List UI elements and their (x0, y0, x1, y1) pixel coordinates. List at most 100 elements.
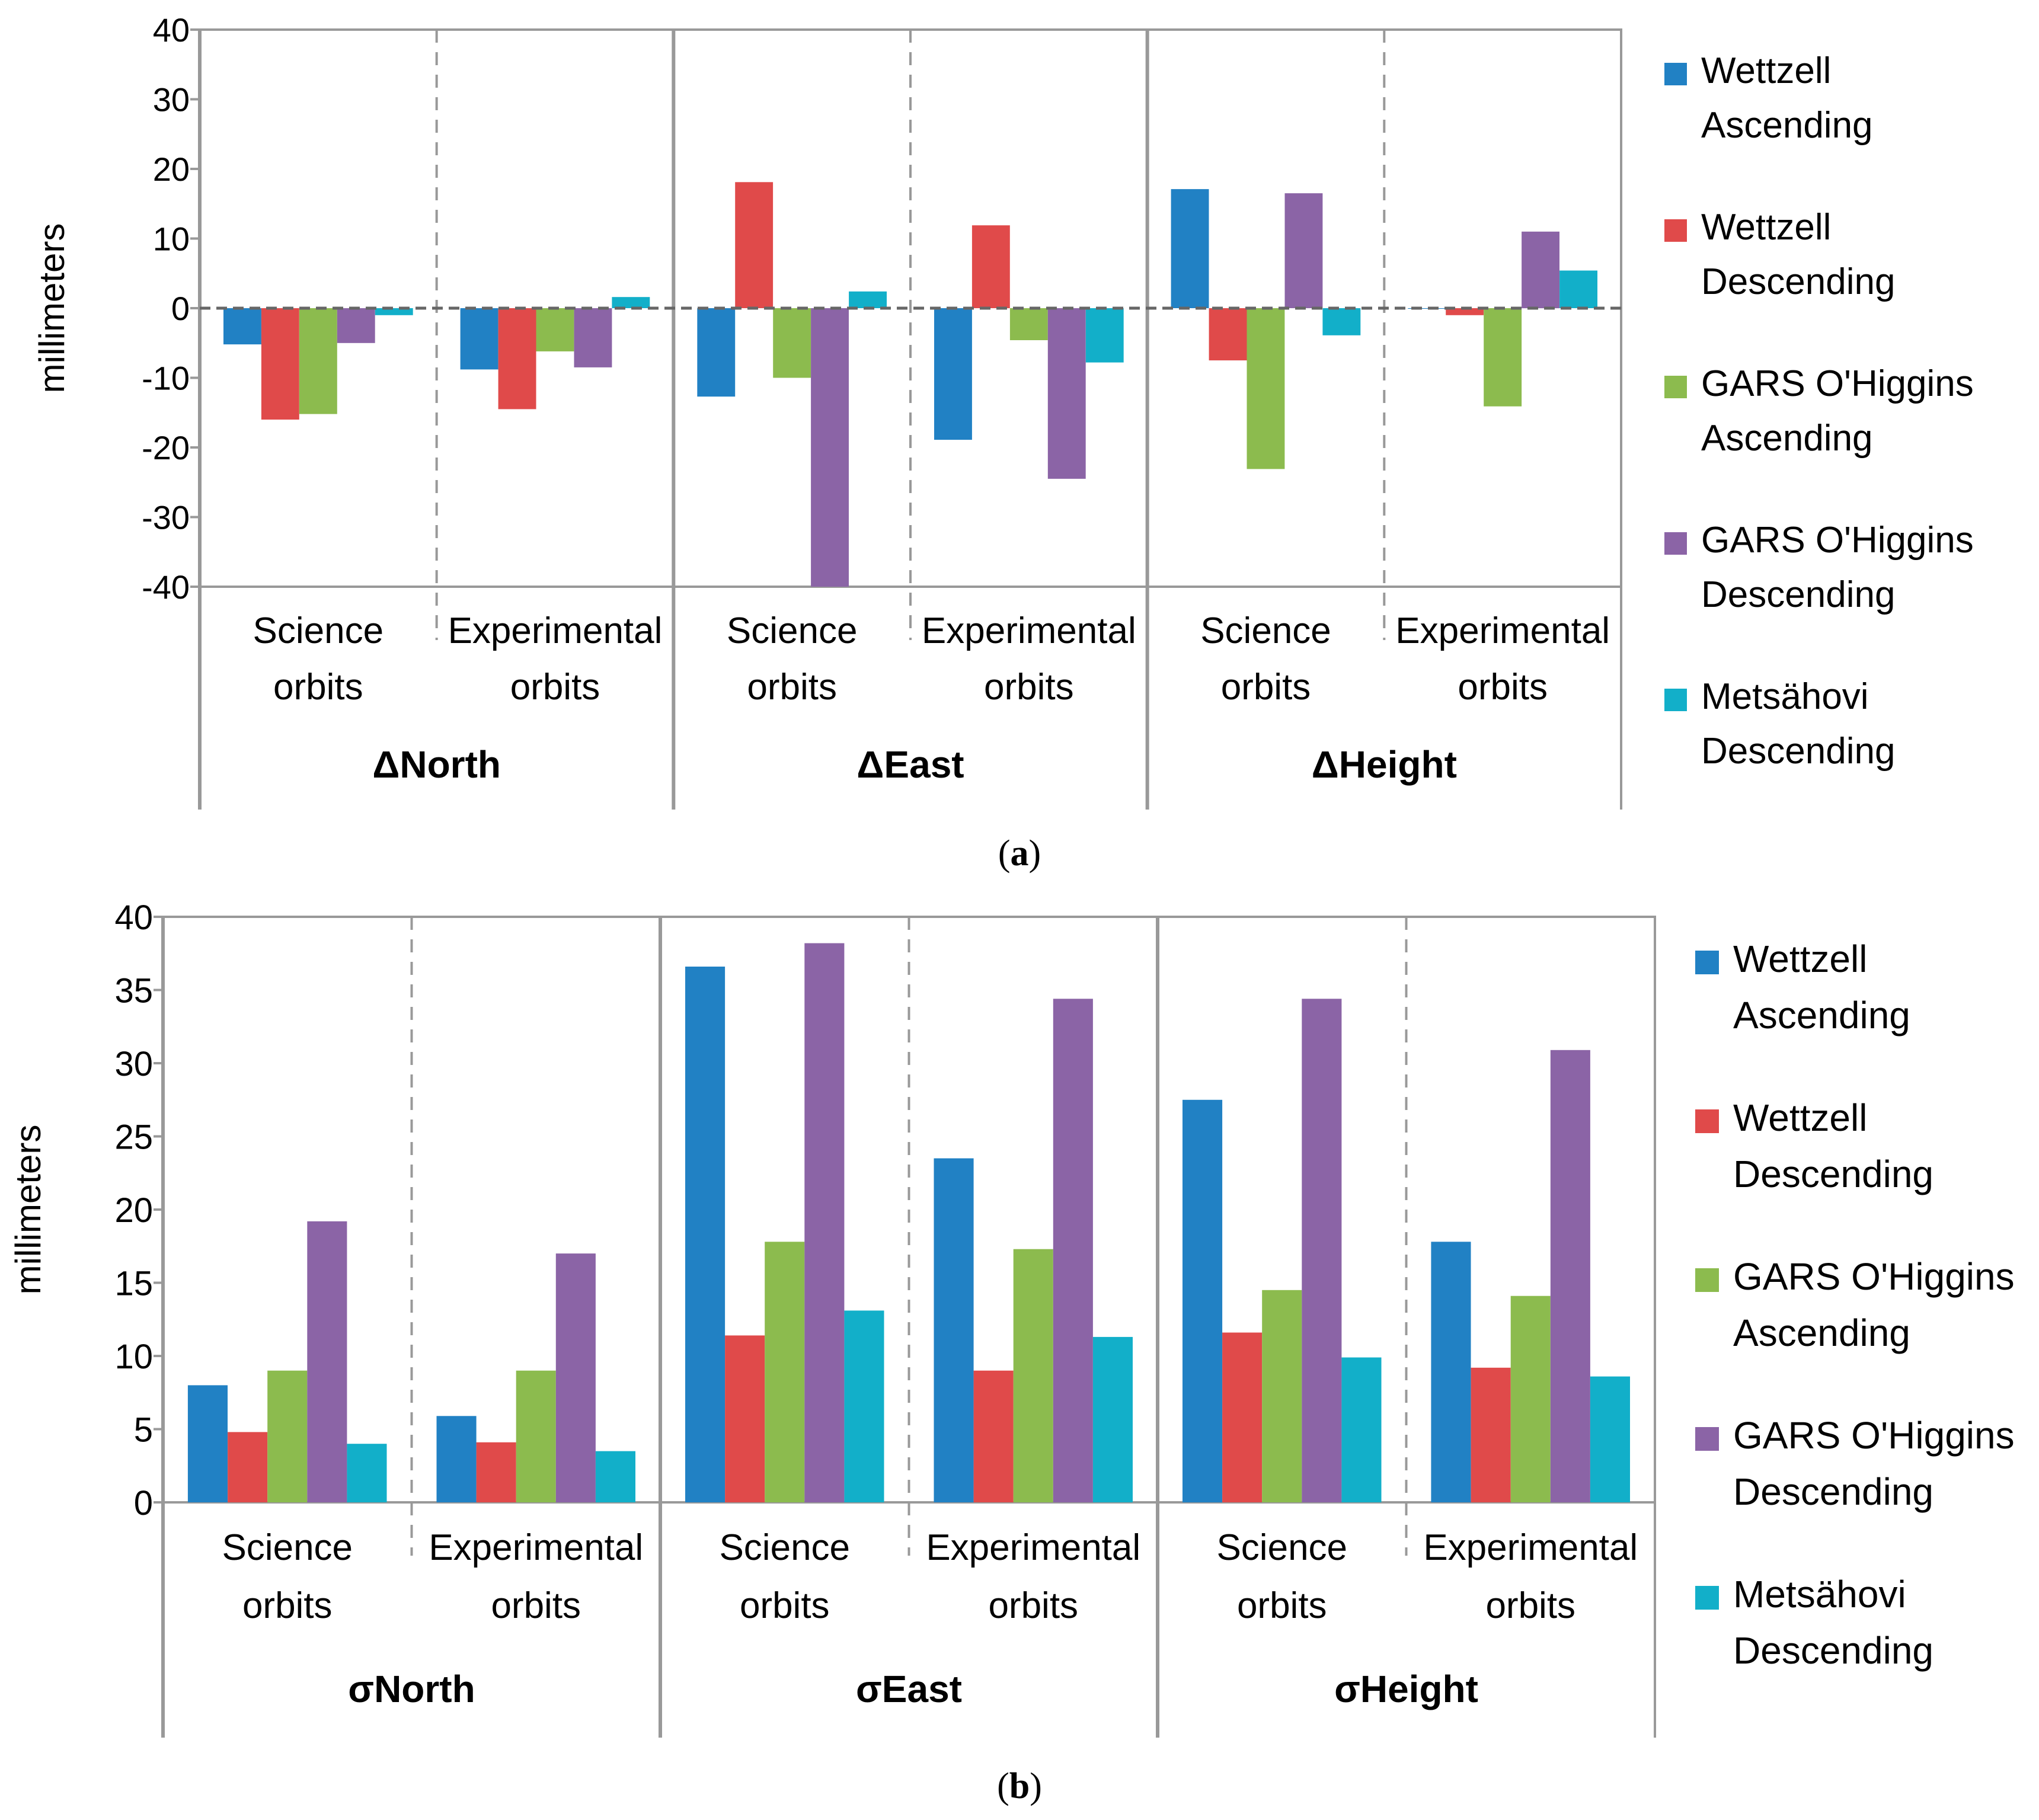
chart-a-bar (375, 308, 413, 315)
chart-a-category-label: orbits (747, 667, 837, 708)
chart-a-y-tick-label: 40 (153, 11, 190, 49)
chart-a-category-label: orbits (984, 667, 1074, 708)
chart-a-category-label: orbits (273, 667, 363, 708)
chart-b-legend-swatch (1695, 1586, 1719, 1610)
chart-a-bar (1284, 193, 1323, 308)
chart-b-legend-label: Metsähovi (1733, 1573, 1906, 1616)
chart-a-y-axis-label: millimeters (32, 223, 72, 394)
chart-b-y-tick-label: 5 (134, 1410, 153, 1449)
chart-b-bar (516, 1370, 556, 1502)
chart-a-bar (811, 308, 849, 587)
chart-a-legend-swatch (1664, 689, 1687, 711)
chart-a-legend-label: GARS O'Higgins (1701, 520, 1974, 561)
chart-b-group-label: σNorth (348, 1668, 475, 1710)
chart-a-legend-label: Wettzell (1701, 207, 1831, 248)
chart-b-y-tick-label: 20 (114, 1191, 153, 1230)
chart-b-bar (934, 1158, 974, 1502)
chart-a-y-tick-label: -20 (142, 429, 190, 466)
chart-b-legend-label: Ascending (1733, 994, 1910, 1037)
chart-b-bar (804, 943, 845, 1502)
chart-a-legend-label: Ascending (1701, 418, 1873, 459)
chart-a-category-label: Science (1200, 610, 1331, 651)
chart-b-legend-label: GARS O'Higgins (1733, 1414, 2015, 1457)
chart-a-bar (1085, 308, 1124, 363)
chart-a-y-tick-label: -10 (142, 360, 190, 397)
chart-a-category-label: Experimental (922, 610, 1136, 651)
chart-a-y-tick-label: -30 (142, 499, 190, 536)
chart-b-legend-swatch (1695, 1268, 1719, 1292)
chart-a-bar (536, 308, 574, 351)
chart-a-group-label: ΔEast (856, 743, 964, 786)
chart-b-legend-label: Descending (1733, 1629, 1933, 1672)
chart-panel-b: 40 35 30 25 20 15 10 5 0 millimeters Science orbits… (8, 898, 2015, 1738)
chart-a-bar (337, 308, 375, 343)
chart-panel-a: 40 30 20 10 0 -10 -20 -30 -40 millimeters Science o… (32, 11, 1974, 810)
chart-b-bar (685, 967, 726, 1502)
chart-a-bar (1522, 231, 1559, 309)
chart-a-y-tick-label: 10 (153, 220, 190, 258)
chart-b-bar (1262, 1290, 1302, 1502)
chart-b-legend-label: Wettzell (1733, 938, 1867, 980)
chart-a-category-label: orbits (1458, 667, 1548, 708)
chart-a-y-tick-label: 20 (153, 151, 190, 188)
chart-b-category-label: orbits (1485, 1585, 1575, 1626)
chart-b-bar (555, 1253, 596, 1502)
chart-b-legend-swatch (1695, 1109, 1719, 1133)
chart-b-category-label: Experimental (926, 1527, 1140, 1568)
chart-a-bar (1322, 308, 1361, 335)
chart-a-category-label: Science (253, 610, 384, 651)
chart-b-category-label: Experimental (1423, 1527, 1638, 1568)
chart-b-bar (1471, 1367, 1511, 1502)
chart-a-bar (1209, 308, 1247, 361)
chart-a-legend-label: Descending (1701, 731, 1895, 772)
chart-b-category-label: orbits (988, 1585, 1078, 1626)
chart-a-bar (773, 308, 811, 378)
chart-a-legend-label: Wettzell (1701, 50, 1831, 91)
chart-b-y-tick-label: 10 (114, 1338, 153, 1376)
chart-a-bar (735, 182, 774, 308)
chart-b-bar (1431, 1242, 1471, 1502)
chart-b-bar (1183, 1099, 1223, 1503)
chart-a-legend-label: Ascending (1701, 105, 1873, 146)
chart-a-bar (1171, 189, 1209, 308)
chart-b-bar (228, 1432, 268, 1502)
chart-a-legend-label: Metsähovi (1701, 676, 1869, 717)
chart-b-bar (844, 1310, 884, 1502)
chart-b-category-label: Science (1216, 1527, 1347, 1568)
chart-a-legend-swatch (1664, 219, 1687, 242)
chart-b-y-axis-label: millimeters (8, 1125, 48, 1295)
chart-a-bar (1247, 308, 1285, 469)
chart-b-legend-label: Ascending (1733, 1312, 1910, 1354)
chart-b-legend-swatch (1695, 1427, 1719, 1451)
chart-a-bar (261, 308, 299, 420)
chart-b-bar (765, 1242, 805, 1502)
chart-b-bar (973, 1370, 1014, 1502)
chart-a-y-tick-label: 0 (171, 290, 190, 327)
chart-b-bar (1053, 999, 1093, 1502)
chart-b-category-label: orbits (1237, 1585, 1327, 1626)
chart-a-legend-label: GARS O'Higgins (1701, 363, 1974, 404)
chart-a-legend-swatch (1664, 376, 1687, 398)
chart-b-category-label: orbits (242, 1585, 333, 1626)
chart-b-category-label: Science (719, 1527, 850, 1568)
chart-b-bar (1013, 1249, 1053, 1502)
chart-b-group-label: σEast (856, 1668, 962, 1710)
chart-a-bar (849, 291, 887, 308)
chart-a-category-label: Experimental (1395, 610, 1610, 651)
chart-b-y-tick-label: 35 (114, 971, 153, 1010)
chart-b-bar (1302, 999, 1342, 1502)
chart-b-category-label: orbits (740, 1585, 830, 1626)
chart-b-legend-label: Descending (1733, 1153, 1933, 1195)
chart-b-bar (436, 1416, 477, 1502)
chart-b-bar (267, 1370, 308, 1502)
chart-b-y-tick-label: 15 (114, 1264, 153, 1303)
chart-a-legend-swatch (1664, 532, 1687, 555)
chart-b-bar (1092, 1336, 1133, 1502)
chart-b-legend-label: Wettzell (1733, 1096, 1867, 1139)
chart-b-legend-swatch (1695, 951, 1719, 974)
chart-b-bar (307, 1221, 347, 1502)
chart-a-category-label: Science (727, 610, 858, 651)
chart-b-bar (1550, 1050, 1590, 1502)
